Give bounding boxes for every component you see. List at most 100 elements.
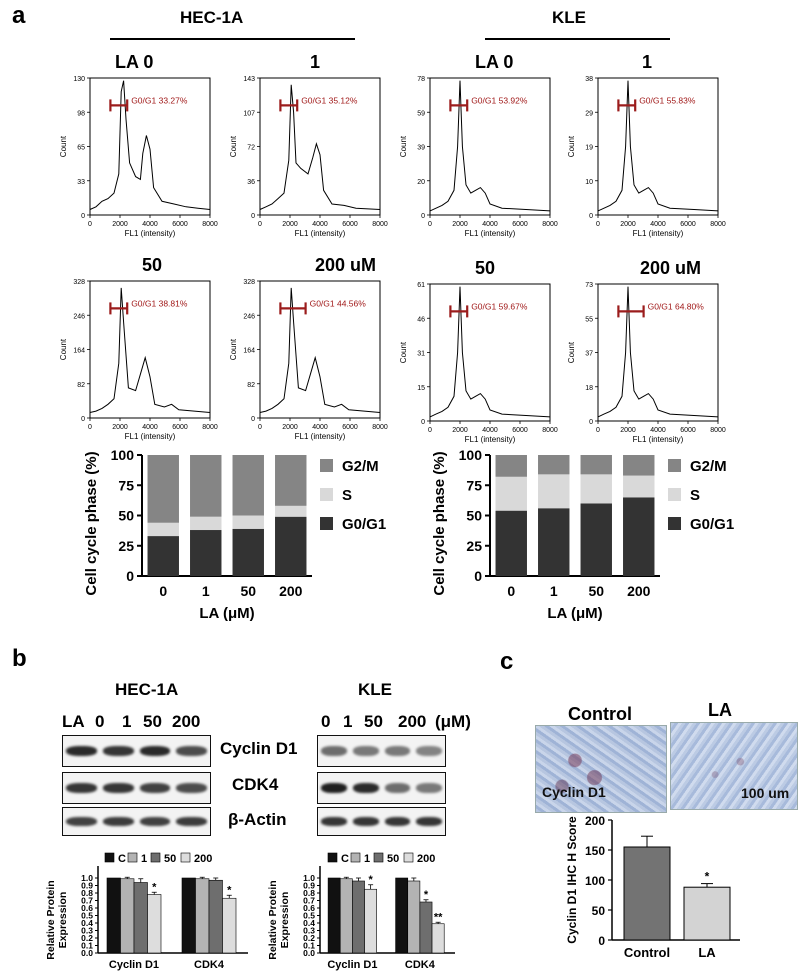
expr-legend-label: 50 [164,853,176,865]
blot-label-cyclin-d1: Cyclin D1 [220,739,298,758]
stacked-legend-label: S [342,487,352,504]
ihc-bar-la [683,886,731,941]
expr-ylabel-1: Relative Protein [45,880,57,959]
histogram-title: LA 0 [115,52,153,72]
blot-band [139,782,171,794]
expr-ytick-label: 0.6 [81,903,93,913]
expr-ylabel-1: Relative Protein [267,880,279,959]
ihc-ytick-label: 200 [585,814,605,828]
lane-kle-200: 200 [398,712,427,731]
ihc-ytick-label: 50 [592,904,606,918]
stacked-bar-s [147,522,179,537]
stacked-xtick-label: 1 [550,583,558,599]
stacked-legend-label: G0/G1 [342,516,386,533]
stacked-bar-s [623,475,655,498]
expr-ytick-label: 0.5 [81,911,93,921]
blot-strip [317,807,446,836]
histogram-xtick-label: 4000 [482,221,498,228]
histogram-ytick-label: 73 [585,282,593,289]
stacked-bar-g0g1 [275,516,307,576]
stacked-legend-swatch [668,488,681,501]
blot-band [102,745,134,757]
histogram-xtick-label: 4000 [482,427,498,434]
stacked-xtick-label: 50 [240,583,256,599]
histogram-xtick-label: 2000 [452,427,468,434]
histogram-trace [429,80,551,212]
histogram-xtick-label: 6000 [342,424,358,431]
blot-band [384,782,411,794]
expr-legend-swatch [180,852,191,863]
expr-xtick-label: CDK4 [405,959,436,971]
expr-ytick-label: 0.6 [303,903,315,913]
expr-xtick-label: Cyclin D1 [109,959,159,971]
histogram-xtick-label: 4000 [650,221,666,228]
histogram-xtick-label: 8000 [202,424,218,431]
expr-ytick-label: 0.8 [81,888,93,898]
stacked-bar-g0g1 [580,503,612,576]
histogram-ytick-label: 143 [243,76,255,83]
histogram-ytick-label: 328 [73,279,85,286]
histogram-ylabel: Count [59,338,68,360]
stacked-bar-g0g1 [232,528,264,576]
histogram-xlabel: FL1 (intensity) [465,229,516,238]
expr-ytick-label: 0.2 [81,933,93,943]
ihc-significance: * [705,870,710,884]
blot-band [102,816,134,827]
stacked-bar-s [232,515,264,529]
blot-band [384,816,411,827]
expr-significance: * [227,884,232,896]
blot-band [321,816,347,827]
stacked-ytick-label: 50 [466,508,482,524]
blot-strip [317,735,446,767]
blot-band [102,782,134,794]
histogram-xtick-label: 6000 [172,424,188,431]
histogram-ytick-label: 72 [247,145,255,152]
histogram-ytick-label: 0 [421,419,425,426]
histogram-ylabel: Count [399,135,408,157]
blot-band [139,816,171,827]
ihc-la-title: LA [708,700,732,720]
lane-kle-1: 1 [343,712,353,731]
histogram-xtick-label: 2000 [112,424,128,431]
histogram-xtick-label: 2000 [282,424,298,431]
lane-kle-50: 50 [364,712,383,731]
histogram-ytick-label: 107 [243,110,255,117]
expr-legend-label: C [341,853,349,865]
stacked-bar-s [275,505,307,517]
expr-ytick-label: 0.1 [81,941,93,951]
histogram-xlabel: FL1 (intensity) [295,432,346,441]
histogram-xtick-label: 8000 [542,221,558,228]
expr-ytick-label: 0.9 [81,881,93,891]
histogram-xlabel: FL1 (intensity) [633,229,684,238]
stacked-ytick-label: 50 [118,508,134,524]
stacked-bar-g2m [495,455,527,477]
blot-band [384,745,411,757]
stacked-bar-g0g1 [538,508,570,576]
blot-band [176,816,207,827]
panel-label-a: a [12,2,26,29]
expr-xtick-label: Cyclin D1 [327,959,377,971]
panel-label-b: b [12,645,27,672]
gate-label: G0/G1 59.67% [471,301,528,311]
stacked-xlabel: LA (μM) [547,605,602,622]
histogram-xtick-label: 0 [258,424,262,431]
histogram-xtick-label: 0 [88,221,92,228]
histogram-ytick-label: 46 [417,316,425,323]
histogram-title: 200 uM [640,258,701,278]
histogram-xtick-label: 0 [596,427,600,434]
ihc-xtick-label: Control [624,945,670,960]
histogram-xlabel: FL1 (intensity) [295,229,346,238]
expr-xtick-label: CDK4 [194,959,225,971]
expr-ytick-label: 0.0 [303,948,315,958]
histogram-xtick-label: 0 [428,427,432,434]
histogram-ytick-label: 36 [247,179,255,186]
histogram-ylabel: Count [567,341,576,363]
histogram-title: 1 [310,52,320,72]
histogram-ytick-label: 328 [243,279,255,286]
histogram-ytick-label: 0 [589,213,593,220]
histogram-xtick-label: 4000 [142,424,158,431]
histogram-xtick-label: 0 [596,221,600,228]
expr-legend-swatch [127,852,138,863]
